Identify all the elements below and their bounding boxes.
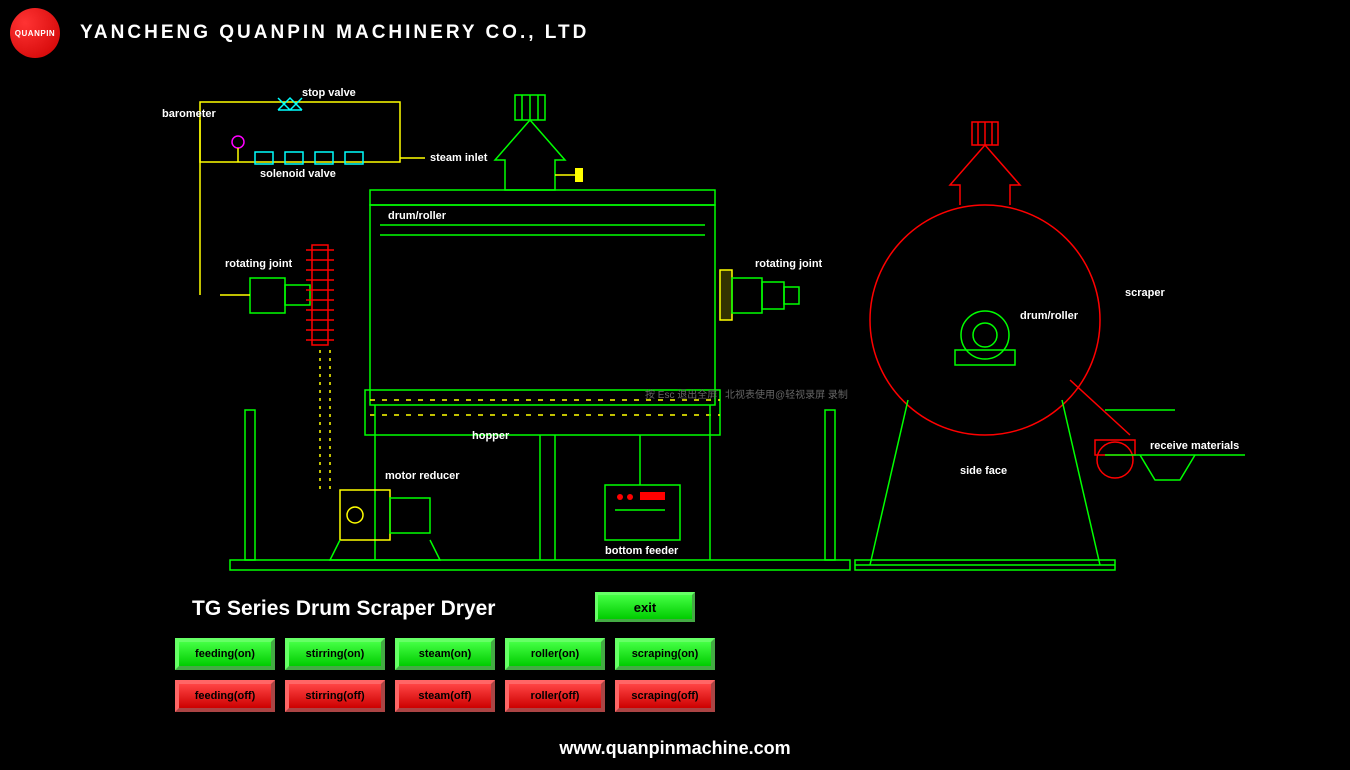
steam-on-button[interactable]: steam(on) — [395, 638, 495, 670]
stirring-on-button[interactable]: stirring(on) — [285, 638, 385, 670]
watermark-app: 北视表使用@轻视录屏 录制 — [725, 386, 848, 401]
label-scraper: scraper — [1125, 287, 1165, 299]
label-solenoid-valve: solenoid valve — [260, 168, 336, 180]
exit-button[interactable]: exit — [595, 592, 695, 622]
schematic-diagram: stop valve barometer solenoid valve stea… — [0, 60, 1350, 590]
roller-on-button[interactable]: roller(on) — [505, 638, 605, 670]
exit-label: exit — [634, 600, 656, 615]
steam-off-button[interactable]: steam(off) — [395, 680, 495, 712]
product-title: TG Series Drum Scraper Dryer — [192, 597, 495, 621]
logo-text: QUANPIN — [15, 29, 55, 38]
label-barometer: barometer — [162, 108, 216, 120]
feeding-on-button[interactable]: feeding(on) — [175, 638, 275, 670]
label-hopper: hopper — [472, 430, 509, 442]
feeding-off-button[interactable]: feeding(off) — [175, 680, 275, 712]
label-motor-reducer: motor reducer — [385, 470, 460, 482]
label-steam-inlet: steam inlet — [430, 152, 487, 164]
company-title: YANCHENG QUANPIN MACHINERY CO., LTD — [80, 22, 589, 44]
label-bottom-feeder: bottom feeder — [605, 545, 678, 557]
label-drum-roller-side: drum/roller — [1020, 310, 1078, 322]
label-stop-valve: stop valve — [302, 87, 356, 99]
watermark-esc: 按 Esc 退出全屏 — [645, 386, 717, 401]
label-rotating-joint-left: rotating joint — [225, 258, 292, 270]
roller-off-button[interactable]: roller(off) — [505, 680, 605, 712]
scraping-off-button[interactable]: scraping(off) — [615, 680, 715, 712]
on-buttons-row: feeding(on) stirring(on) steam(on) roller(o… — [175, 638, 715, 670]
label-receive-materials: receive materials — [1150, 440, 1239, 452]
scraping-on-button[interactable]: scraping(on) — [615, 638, 715, 670]
label-drum-roller: drum/roller — [388, 210, 446, 222]
label-rotating-joint-right: rotating joint — [755, 258, 822, 270]
company-logo: QUANPIN — [10, 8, 60, 58]
footer-url: www.quanpinmachine.com — [559, 738, 790, 759]
label-side-face: side face — [960, 465, 1007, 477]
stirring-off-button[interactable]: stirring(off) — [285, 680, 385, 712]
off-buttons-row: feeding(off) stirring(off) steam(off) rolle… — [175, 680, 715, 712]
